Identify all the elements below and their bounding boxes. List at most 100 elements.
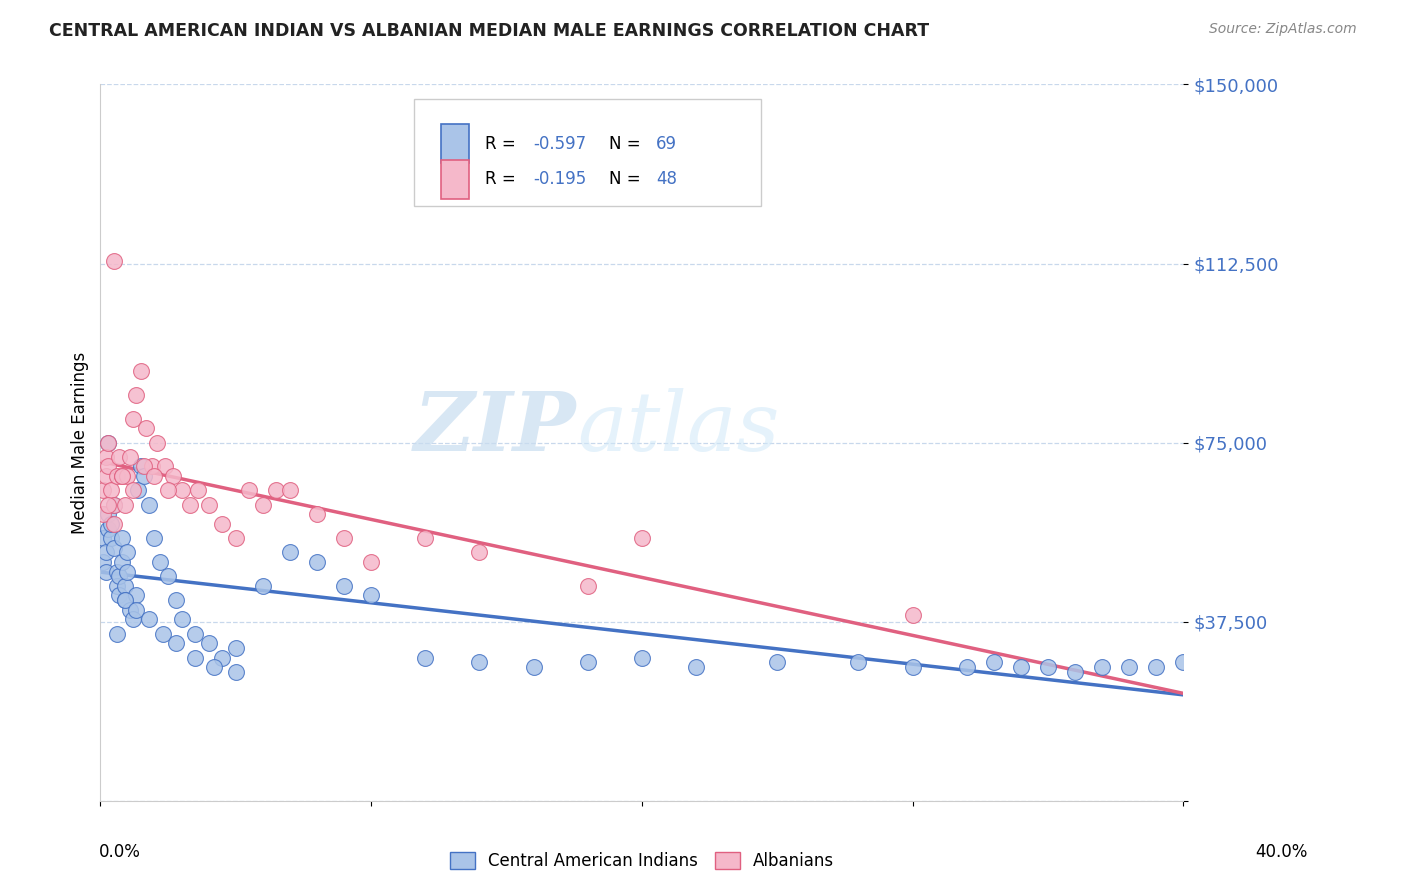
Point bbox=[1010, 660, 1032, 674]
Point bbox=[225, 531, 247, 545]
Text: 69: 69 bbox=[657, 135, 676, 153]
Point bbox=[170, 612, 193, 626]
Point bbox=[333, 531, 356, 545]
Point bbox=[105, 579, 128, 593]
Point bbox=[1118, 660, 1140, 674]
Point bbox=[124, 589, 146, 603]
Point bbox=[413, 650, 436, 665]
Point bbox=[305, 555, 328, 569]
Point bbox=[165, 593, 187, 607]
Point bbox=[97, 459, 120, 474]
Point bbox=[138, 498, 160, 512]
Point bbox=[360, 555, 382, 569]
Point bbox=[576, 655, 599, 669]
Text: 0.0%: 0.0% bbox=[98, 843, 141, 861]
Text: R =: R = bbox=[485, 135, 520, 153]
Point bbox=[522, 660, 544, 674]
Point bbox=[121, 411, 143, 425]
Point bbox=[266, 483, 288, 498]
Point bbox=[103, 516, 125, 531]
Point bbox=[1173, 655, 1195, 669]
Point bbox=[117, 469, 139, 483]
Point bbox=[252, 498, 274, 512]
Point bbox=[91, 483, 114, 498]
Point bbox=[468, 545, 491, 559]
Point bbox=[94, 545, 117, 559]
Point bbox=[197, 498, 219, 512]
Text: R =: R = bbox=[485, 170, 520, 188]
FancyBboxPatch shape bbox=[415, 99, 761, 206]
Point bbox=[157, 569, 180, 583]
Point bbox=[630, 531, 652, 545]
Point bbox=[132, 459, 155, 474]
Text: -0.597: -0.597 bbox=[533, 135, 586, 153]
Point bbox=[225, 640, 247, 655]
Point bbox=[114, 593, 136, 607]
Point bbox=[91, 531, 114, 545]
Text: 48: 48 bbox=[657, 170, 676, 188]
Point bbox=[1144, 660, 1167, 674]
Point bbox=[155, 459, 177, 474]
Point bbox=[91, 508, 114, 522]
Point bbox=[97, 435, 120, 450]
Point bbox=[956, 660, 979, 674]
Text: N =: N = bbox=[609, 135, 647, 153]
Point bbox=[108, 569, 131, 583]
Point bbox=[135, 421, 157, 435]
Legend: Central American Indians, Albanians: Central American Indians, Albanians bbox=[444, 847, 839, 875]
Point bbox=[94, 469, 117, 483]
Point bbox=[97, 435, 120, 450]
Point bbox=[100, 531, 122, 545]
Point bbox=[413, 531, 436, 545]
Point bbox=[901, 607, 924, 622]
Text: ZIP: ZIP bbox=[415, 388, 576, 468]
Y-axis label: Median Male Earnings: Median Male Earnings bbox=[72, 351, 89, 533]
Point bbox=[132, 469, 155, 483]
Point bbox=[97, 498, 120, 512]
Point bbox=[100, 483, 122, 498]
Point bbox=[124, 388, 146, 402]
Text: Source: ZipAtlas.com: Source: ZipAtlas.com bbox=[1209, 22, 1357, 37]
Point bbox=[211, 650, 233, 665]
Text: atlas: atlas bbox=[576, 388, 779, 468]
Point bbox=[117, 565, 139, 579]
Point bbox=[149, 555, 172, 569]
Point bbox=[170, 483, 193, 498]
Text: -0.195: -0.195 bbox=[533, 170, 586, 188]
Point bbox=[1064, 665, 1087, 679]
Point bbox=[105, 565, 128, 579]
Point bbox=[120, 450, 142, 464]
Point bbox=[983, 655, 1005, 669]
Point bbox=[333, 579, 356, 593]
Point bbox=[468, 655, 491, 669]
Point bbox=[278, 545, 301, 559]
FancyBboxPatch shape bbox=[441, 124, 468, 163]
Point bbox=[97, 508, 120, 522]
Point bbox=[848, 655, 870, 669]
Point bbox=[124, 603, 146, 617]
Point bbox=[162, 469, 184, 483]
Point bbox=[121, 483, 143, 498]
Point bbox=[103, 498, 125, 512]
Point bbox=[114, 498, 136, 512]
Point bbox=[576, 579, 599, 593]
Point bbox=[197, 636, 219, 650]
Point bbox=[165, 636, 187, 650]
Point bbox=[179, 498, 201, 512]
Point bbox=[127, 483, 149, 498]
Point bbox=[184, 650, 207, 665]
Point bbox=[630, 650, 652, 665]
Point bbox=[121, 612, 143, 626]
Point bbox=[766, 655, 789, 669]
Point bbox=[1091, 660, 1114, 674]
Point bbox=[141, 459, 163, 474]
Text: CENTRAL AMERICAN INDIAN VS ALBANIAN MEDIAN MALE EARNINGS CORRELATION CHART: CENTRAL AMERICAN INDIAN VS ALBANIAN MEDI… bbox=[49, 22, 929, 40]
Point bbox=[111, 555, 134, 569]
Point bbox=[143, 531, 166, 545]
Point bbox=[152, 626, 174, 640]
Point bbox=[97, 522, 120, 536]
Point bbox=[238, 483, 260, 498]
Point bbox=[146, 435, 169, 450]
Point bbox=[252, 579, 274, 593]
Point bbox=[117, 545, 139, 559]
